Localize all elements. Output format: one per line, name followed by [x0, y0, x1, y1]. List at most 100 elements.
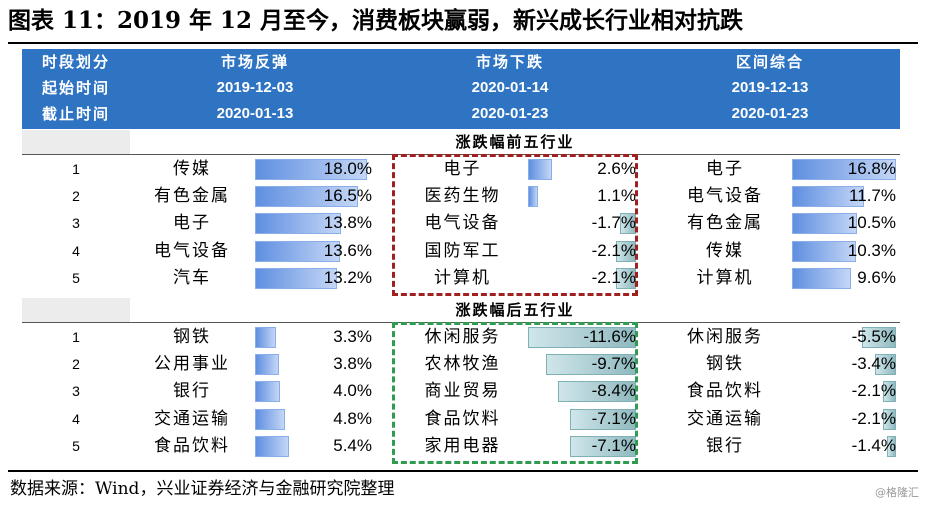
industry-name: 交通运输	[154, 408, 230, 429]
value-text: 9.6%	[857, 267, 896, 287]
industry-name: 钢铁	[706, 354, 744, 375]
column-title-rebound: 市场反弹	[220, 53, 289, 71]
industry-name: 银行	[706, 435, 744, 456]
industry-name: 食品饮料	[154, 435, 230, 456]
column-start-overall: 2019-12-13	[731, 79, 809, 96]
rank-number: 4	[72, 410, 80, 427]
value-text: 16.5%	[323, 186, 372, 206]
header-label-end: 截止时间	[41, 105, 110, 123]
value-text: -2.1%	[851, 381, 896, 401]
value-text: 4.8%	[333, 408, 372, 428]
industry-name: 国防军工	[424, 240, 501, 261]
column-title-overall: 区间综合	[735, 53, 804, 71]
industry-name: 公用事业	[154, 354, 230, 375]
industry-name: 电气设备	[424, 213, 501, 234]
value-text: 3.8%	[333, 354, 372, 374]
industry-name: 商业贸易	[424, 381, 501, 402]
industry-name: 休闲服务	[687, 327, 763, 347]
rank-number: 2	[72, 188, 80, 205]
bottom-rule	[8, 470, 918, 472]
section-title: 涨跌幅前五行业	[455, 133, 575, 151]
section-header-spacer	[22, 298, 130, 322]
value-bar	[792, 159, 896, 180]
value-text: -2.1%	[591, 240, 636, 260]
industry-name: 医药生物	[424, 186, 501, 207]
title-rule	[8, 42, 918, 44]
section-title: 涨跌幅后五行业	[455, 301, 575, 319]
industry-name: 食品饮料	[424, 408, 501, 429]
industry-name: 有色金属	[687, 213, 763, 234]
rank-number: 1	[72, 329, 80, 345]
value-bar	[255, 381, 280, 403]
value-bar	[255, 213, 341, 235]
value-text: -8.4%	[591, 381, 636, 401]
value-text: 13.2%	[323, 267, 372, 287]
value-bar	[255, 354, 279, 376]
value-text: -2.1%	[851, 408, 896, 428]
rank-number: 3	[72, 215, 80, 232]
value-bar	[792, 240, 856, 262]
value-bar	[792, 213, 857, 235]
industry-name: 传媒	[706, 240, 744, 261]
value-text: 11.7%	[849, 186, 896, 206]
value-bar	[255, 267, 338, 289]
value-text: 3.3%	[333, 327, 372, 346]
value-bar	[255, 159, 367, 180]
header-label-start: 起始时间	[41, 79, 110, 97]
rank-number: 3	[72, 383, 80, 400]
rank-number: 4	[72, 242, 80, 259]
industry-name: 电子	[443, 159, 482, 179]
industry-name: 家用电器	[424, 435, 501, 456]
column-end-rebound: 2020-01-13	[216, 105, 294, 122]
industry-name: 交通运输	[687, 408, 763, 429]
value-bar	[255, 408, 285, 430]
value-bar	[255, 327, 276, 348]
value-text: 13.8%	[323, 213, 372, 233]
highlight-box-top-decline	[392, 154, 638, 296]
column-start-rebound: 2019-12-03	[216, 79, 294, 96]
value-text: -1.4%	[851, 435, 896, 455]
industry-name: 电气设备	[687, 186, 763, 207]
value-text: -7.1%	[591, 435, 636, 455]
value-text: 5.4%	[333, 435, 372, 455]
value-text: -2.1%	[591, 267, 636, 287]
rank-number: 5	[72, 437, 80, 454]
value-text: 4.0%	[333, 381, 372, 401]
source-note: 数据来源：Wind，兴业证券经济与金融研究院整理	[10, 479, 395, 499]
value-text: -7.1%	[591, 408, 636, 428]
value-bar	[255, 186, 358, 208]
value-text: 16.8%	[847, 159, 896, 178]
industry-name: 电子	[706, 159, 744, 179]
value-text: -3.4%	[851, 354, 896, 374]
industry-name: 汽车	[173, 267, 211, 288]
column-end-overall: 2020-01-23	[731, 105, 809, 122]
industry-name: 钢铁	[173, 327, 211, 347]
value-text: 2.6%	[597, 159, 636, 178]
value-text: -11.6%	[583, 327, 636, 346]
value-text: -1.7%	[591, 213, 636, 233]
value-bar	[862, 327, 896, 348]
value-text: -9.7%	[591, 354, 636, 374]
section-header: 涨跌幅后五行业	[22, 298, 900, 322]
industry-name: 农林牧渔	[424, 354, 501, 375]
industry-name: 银行	[173, 381, 211, 402]
industry-name: 食品饮料	[687, 381, 763, 402]
industry-name: 休闲服务	[424, 327, 501, 347]
header-label-period: 时段划分	[41, 53, 110, 71]
industry-name: 电气设备	[154, 240, 230, 261]
rank-number: 2	[72, 356, 80, 373]
value-bar	[255, 435, 289, 457]
value-text: 13.6%	[323, 240, 372, 260]
section-header: 涨跌幅前五行业	[22, 130, 900, 154]
value-text: 1.1%	[597, 186, 636, 206]
value-text: 10.3%	[847, 240, 896, 260]
value-bar	[887, 435, 896, 457]
value-text: 18.0%	[323, 159, 372, 178]
section-header-spacer	[22, 130, 130, 154]
figure-title: 图表 11：2019 年 12 月至今，消费板块赢弱，新兴成长行业相对抗跌	[8, 7, 744, 34]
value-bar	[255, 240, 340, 262]
industry-name: 传媒	[173, 159, 211, 179]
industry-name: 有色金属	[154, 186, 230, 207]
value-bar	[528, 186, 539, 208]
value-bar	[792, 267, 852, 289]
